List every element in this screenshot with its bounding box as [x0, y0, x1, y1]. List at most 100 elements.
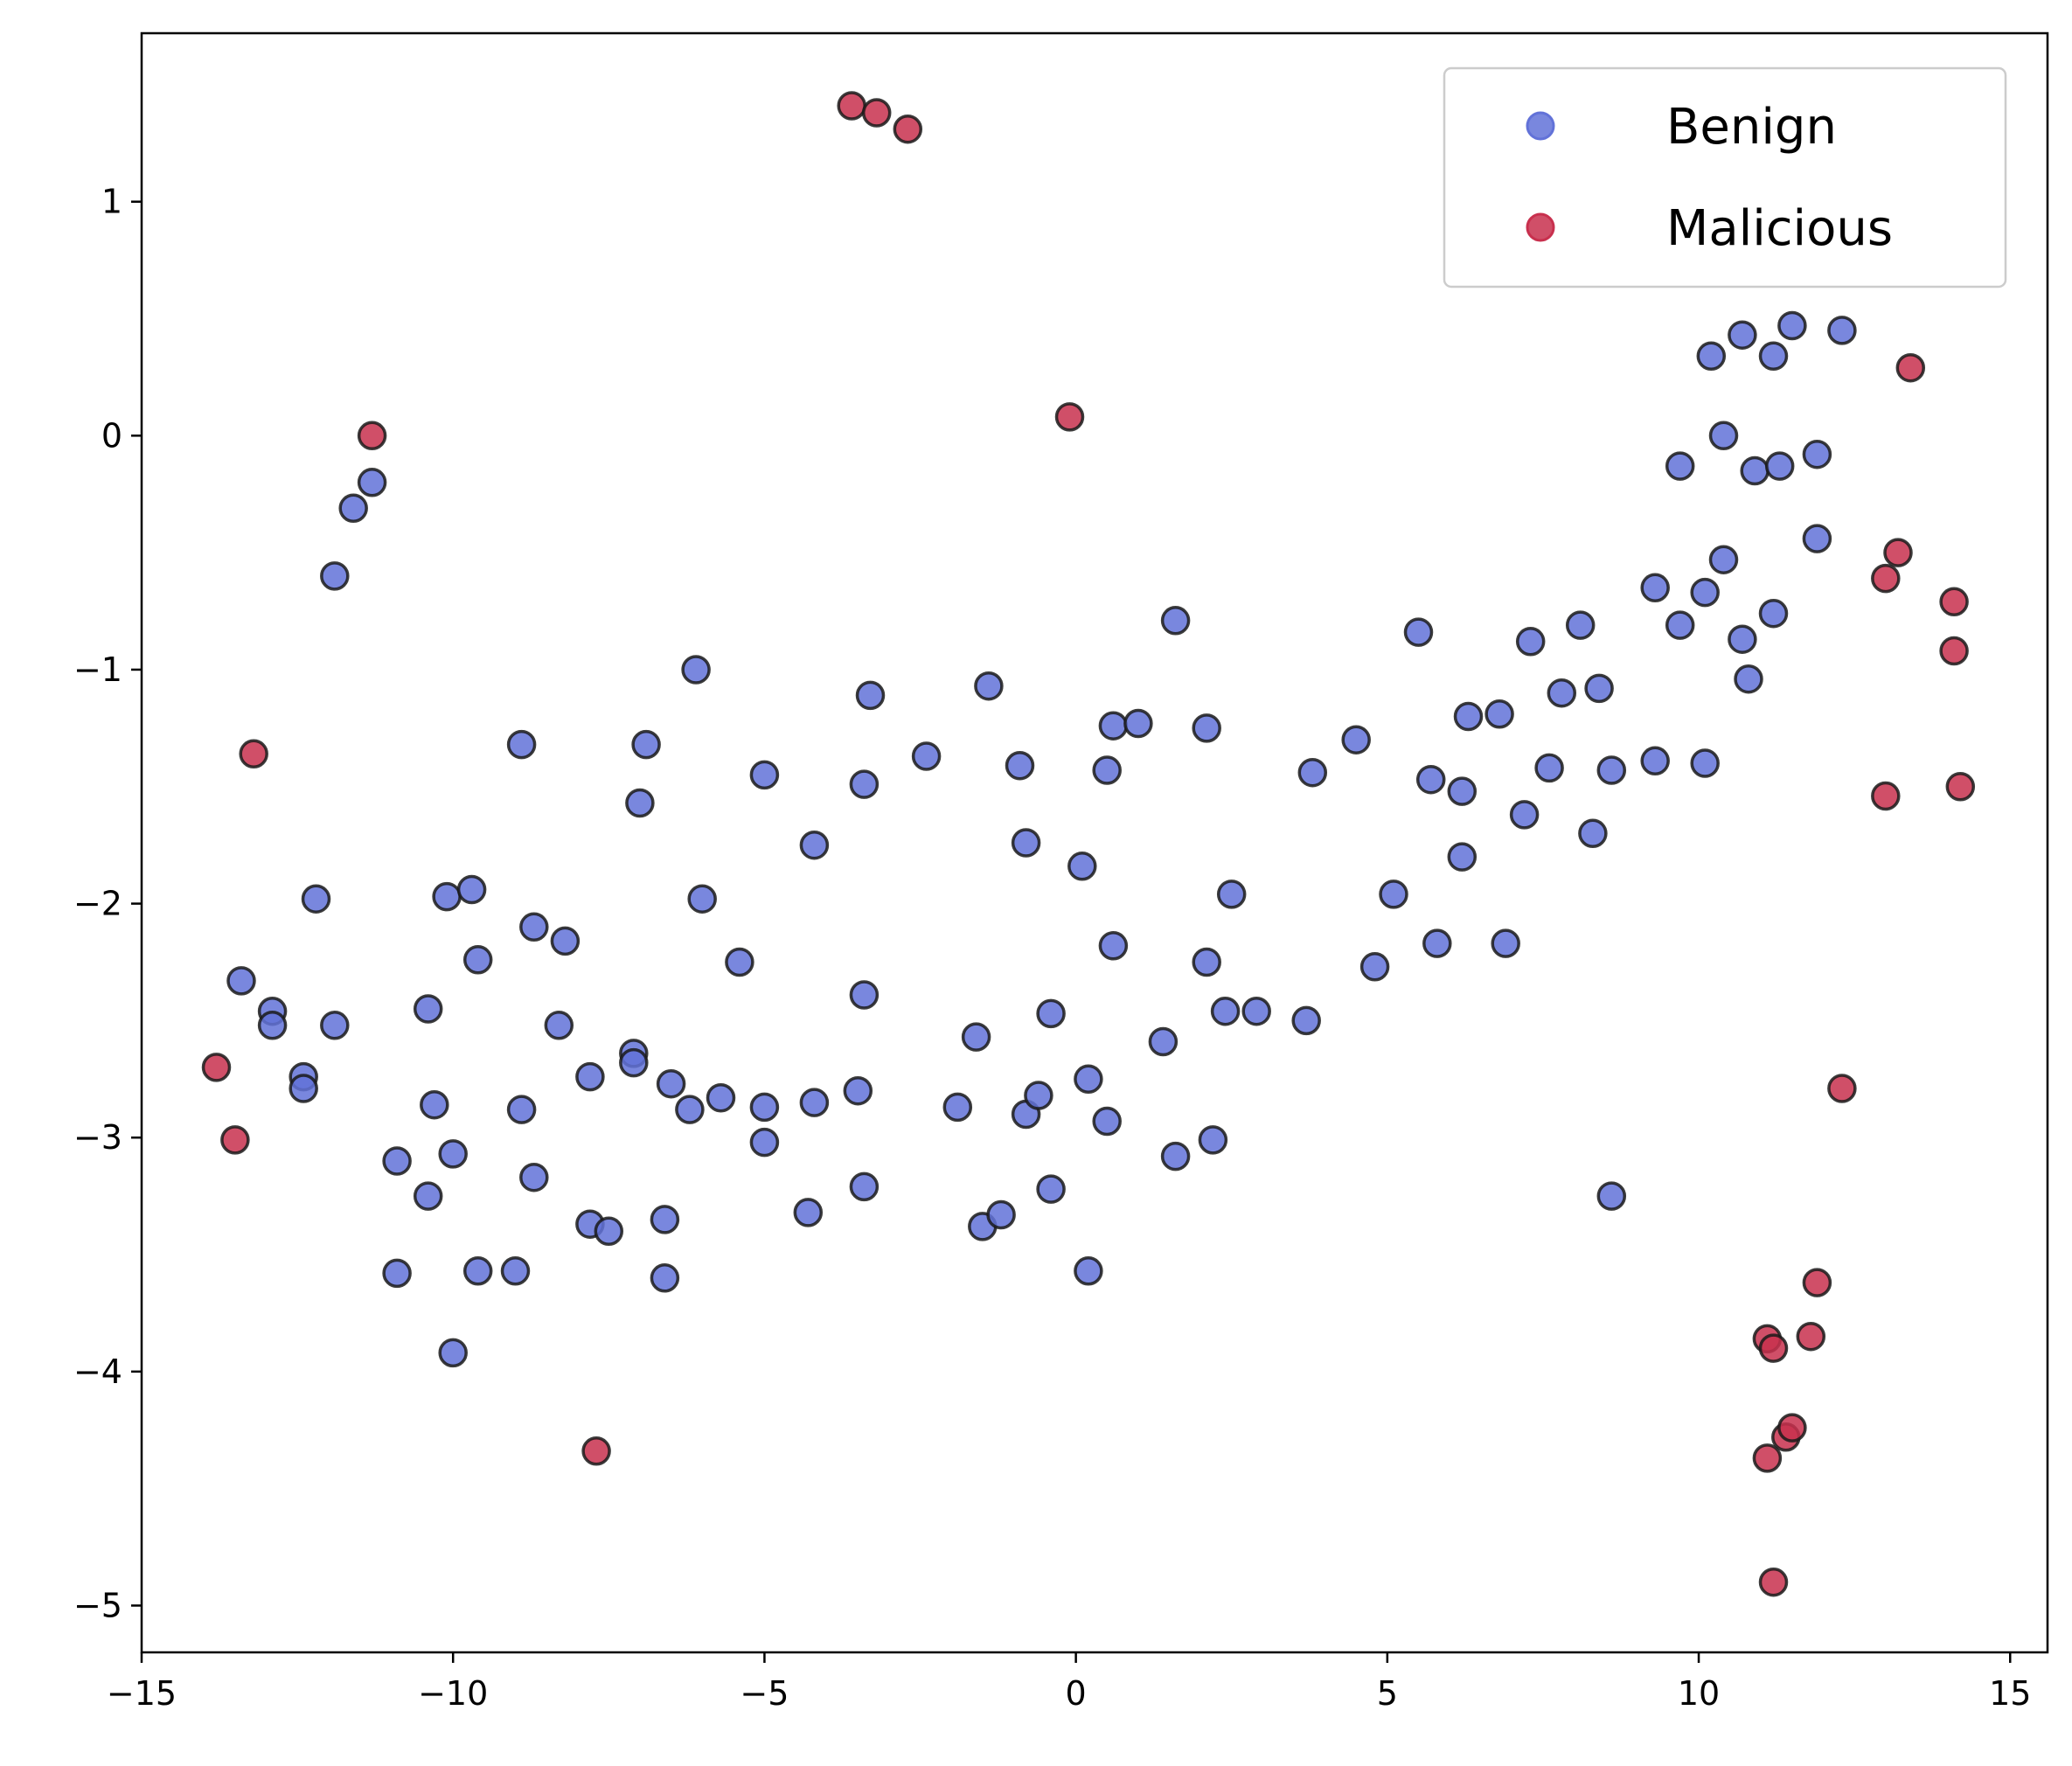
malicious-point — [1827, 1074, 1857, 1103]
benign-point — [594, 1216, 624, 1247]
benign-point — [1453, 701, 1484, 732]
benign-point — [793, 1198, 824, 1227]
benign-point — [1690, 748, 1720, 778]
legend: Benign Malicious — [1443, 66, 2007, 289]
benign-point — [413, 994, 443, 1024]
benign-point — [1291, 1005, 1321, 1036]
benign-point — [1547, 678, 1577, 708]
benign-point — [1491, 928, 1520, 958]
benign-point — [382, 1146, 412, 1176]
benign-point — [382, 1258, 412, 1289]
y-tick-label: −1 — [73, 650, 122, 689]
benign-point — [1005, 750, 1035, 781]
benign-point — [799, 830, 830, 860]
benign-point — [1690, 577, 1720, 608]
benign-point — [650, 1263, 680, 1293]
benign-point — [1584, 673, 1614, 704]
benign-point — [550, 926, 581, 956]
malicious-point — [1939, 587, 1969, 617]
benign-point — [1092, 1106, 1122, 1137]
benign-point — [849, 980, 880, 1010]
y-tick-label: −2 — [73, 885, 122, 923]
benign-point — [619, 1047, 649, 1078]
benign-point — [1596, 755, 1627, 785]
benign-point — [1216, 880, 1247, 909]
malicious-point — [357, 421, 387, 451]
benign-point — [1578, 818, 1608, 849]
benign-point — [961, 1022, 991, 1052]
plot-frame — [140, 31, 2049, 1654]
benign-point — [519, 912, 549, 942]
benign-point — [1740, 455, 1770, 486]
benign-point — [1160, 1141, 1191, 1172]
benign-point — [432, 881, 462, 912]
y-tick-label: 0 — [101, 416, 122, 455]
benign-point — [843, 1075, 873, 1106]
y-tick-label: −3 — [73, 1118, 122, 1157]
benign-point — [506, 1095, 537, 1124]
benign-point — [1484, 699, 1514, 729]
benign-point — [986, 1199, 1016, 1230]
benign-point — [1123, 708, 1153, 739]
benign-point — [1565, 610, 1596, 640]
malicious-point — [1777, 1413, 1807, 1443]
benign-point — [1403, 617, 1434, 647]
x-tick-label: 0 — [1066, 1674, 1087, 1713]
benign-point — [1802, 439, 1832, 469]
y-tick-label: 1 — [101, 183, 122, 221]
benign-point — [357, 468, 387, 497]
benign-point — [1241, 996, 1271, 1026]
benign-point — [799, 1088, 830, 1117]
benign-point — [849, 1172, 880, 1202]
x-tick-label: −10 — [418, 1674, 488, 1713]
malicious-point — [837, 91, 866, 121]
benign-point — [338, 493, 368, 524]
malicious-point — [1802, 1268, 1832, 1297]
legend-label-malicious: Malicious — [1666, 200, 1893, 257]
benign-point — [301, 884, 331, 914]
benign-point — [519, 1162, 549, 1192]
malicious-point — [1796, 1321, 1826, 1352]
benign-point — [1777, 310, 1807, 341]
benign-point — [289, 1074, 318, 1103]
y-tick-label: −4 — [73, 1352, 122, 1391]
benign-point — [1665, 610, 1695, 640]
benign-point — [257, 1011, 288, 1040]
benign-point — [456, 874, 487, 905]
benign-point — [675, 1095, 705, 1124]
benign-point — [462, 1256, 493, 1286]
benign-point — [687, 884, 717, 914]
benign-point — [1036, 1174, 1066, 1204]
x-tick-label: 15 — [1989, 1674, 2031, 1713]
malicious-point — [1758, 1567, 1789, 1597]
benign-point — [1447, 842, 1478, 872]
malicious-point — [1945, 772, 1976, 802]
benign-point — [1728, 320, 1757, 350]
benign-point — [575, 1061, 605, 1092]
benign-point — [413, 1181, 443, 1211]
malicious-point — [1752, 1443, 1783, 1473]
benign-point — [650, 1205, 680, 1234]
benign-point — [1198, 1125, 1228, 1155]
benign-point — [656, 1068, 686, 1099]
benign-point — [1098, 711, 1129, 740]
benign-point — [749, 1092, 780, 1123]
benign-point — [725, 947, 754, 977]
benign-point — [1640, 746, 1670, 776]
benign-point — [855, 680, 886, 711]
benign-point — [1509, 800, 1540, 830]
benign-point — [1098, 931, 1129, 961]
malicious-point — [1883, 538, 1913, 567]
benign-point — [1024, 1081, 1053, 1110]
benign-point — [420, 1089, 449, 1120]
benign-point — [1210, 996, 1241, 1026]
benign-point — [1092, 755, 1122, 785]
benign-point — [1596, 1181, 1627, 1211]
benign-point — [1708, 545, 1739, 574]
benign-point — [1640, 573, 1670, 603]
benign-point — [1758, 341, 1789, 372]
x-tick-label: 10 — [1678, 1674, 1720, 1713]
